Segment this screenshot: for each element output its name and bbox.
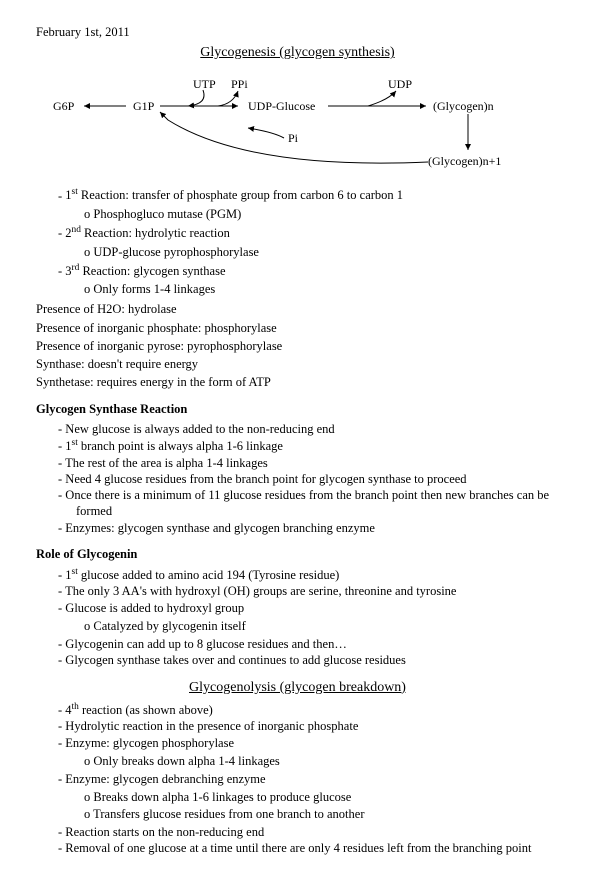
role-list: 1st glucose added to amino acid 194 (Tyr… bbox=[36, 566, 559, 669]
gsr-6: Enzymes: glycogen synthase and glycogen … bbox=[76, 520, 559, 536]
rxn-3: 3rd Reaction: glycogen synthase Only for… bbox=[76, 262, 559, 298]
rg-1: 1st glucose added to amino acid 194 (Tyr… bbox=[76, 566, 559, 583]
reaction-list: 1st Reaction: transfer of phosphate grou… bbox=[36, 186, 559, 297]
page-title-1: Glycogenesis (glycogen synthesis) bbox=[36, 44, 559, 62]
gl-6: Removal of one glucose at a time until t… bbox=[76, 840, 559, 856]
date-text: February 1st, 2011 bbox=[36, 24, 559, 40]
rxn-2: 2nd Reaction: hydrolytic reaction UDP-gl… bbox=[76, 224, 559, 260]
glycogenolysis-list: 4th reaction (as shown above) Hydrolytic… bbox=[36, 701, 559, 856]
reaction-diagram: G6P G1P UTP PPi UDP-Glucose UDP (Glycoge… bbox=[48, 70, 548, 180]
heading-gsr: Glycogen Synthase Reaction bbox=[36, 401, 559, 417]
rg-2: The only 3 AA's with hydroxyl (OH) group… bbox=[76, 583, 559, 599]
gl-3-sub: Only breaks down alpha 1-4 linkages bbox=[102, 753, 559, 769]
page-title-2: Glycogenolysis (glycogen breakdown) bbox=[36, 679, 559, 697]
gl-4: Enzyme: glycogen debranching enzyme Brea… bbox=[76, 771, 559, 822]
gsr-5: Once there is a minimum of 11 glucose re… bbox=[76, 487, 559, 520]
rxn-3-sub: Only forms 1-4 linkages bbox=[102, 281, 559, 297]
node-utp: UTP bbox=[193, 77, 216, 91]
rg-3-sub: Catalyzed by glycogenin itself bbox=[102, 618, 559, 634]
node-ppi: PPi bbox=[231, 77, 248, 91]
gsr-list: New glucose is always added to the non-r… bbox=[36, 421, 559, 536]
gl-3: Enzyme: glycogen phosphorylase Only brea… bbox=[76, 735, 559, 770]
node-glycogen-n1: (Glycogen)n+1 bbox=[428, 154, 501, 168]
arrow-udp-out bbox=[368, 91, 396, 106]
gsr-4: Need 4 glucose residues from the branch … bbox=[76, 471, 559, 487]
rxn-1: 1st Reaction: transfer of phosphate grou… bbox=[76, 186, 559, 222]
presence-1: Presence of H2O: hydrolase bbox=[36, 301, 559, 317]
gl-4-sub2: Transfers glucose residues from one bran… bbox=[102, 806, 559, 822]
arrow-pi-in bbox=[248, 128, 284, 138]
gsr-3: The rest of the area is alpha 1-4 linkag… bbox=[76, 455, 559, 471]
presence-3: Presence of inorganic pyrose: pyrophosph… bbox=[36, 338, 559, 354]
node-pi: Pi bbox=[288, 131, 299, 145]
node-udpglucose: UDP-Glucose bbox=[248, 99, 315, 113]
synthetase-line: Synthetase: requires energy in the form … bbox=[36, 374, 559, 390]
gsr-1: New glucose is always added to the non-r… bbox=[76, 421, 559, 437]
arrow-ppi-out bbox=[218, 91, 238, 106]
gl-5: Reaction starts on the non-reducing end bbox=[76, 824, 559, 840]
presence-2: Presence of inorganic phosphate: phospho… bbox=[36, 320, 559, 336]
node-g6p: G6P bbox=[53, 99, 75, 113]
rxn-2-sub: UDP-glucose pyrophosphorylase bbox=[102, 244, 559, 260]
node-g1p: G1P bbox=[133, 99, 155, 113]
node-glycogen-n: (Glycogen)n bbox=[433, 99, 494, 113]
rg-3: Glucose is added to hydroxyl group Catal… bbox=[76, 600, 559, 635]
gl-4-sub1: Breaks down alpha 1-6 linkages to produc… bbox=[102, 789, 559, 805]
gl-1: 4th reaction (as shown above) bbox=[76, 701, 559, 718]
heading-role: Role of Glycogenin bbox=[36, 546, 559, 562]
rg-4: Glycogenin can add up to 8 glucose resid… bbox=[76, 636, 559, 652]
synthase-line: Synthase: doesn't require energy bbox=[36, 356, 559, 372]
rg-5: Glycogen synthase takes over and continu… bbox=[76, 652, 559, 668]
gl-2: Hydrolytic reaction in the presence of i… bbox=[76, 718, 559, 734]
gsr-2: 1st branch point is always alpha 1-6 lin… bbox=[76, 437, 559, 454]
arrow-utp-in bbox=[188, 90, 204, 106]
rxn-1-sub: Phosphogluco mutase (PGM) bbox=[102, 206, 559, 222]
node-udp: UDP bbox=[388, 77, 412, 91]
